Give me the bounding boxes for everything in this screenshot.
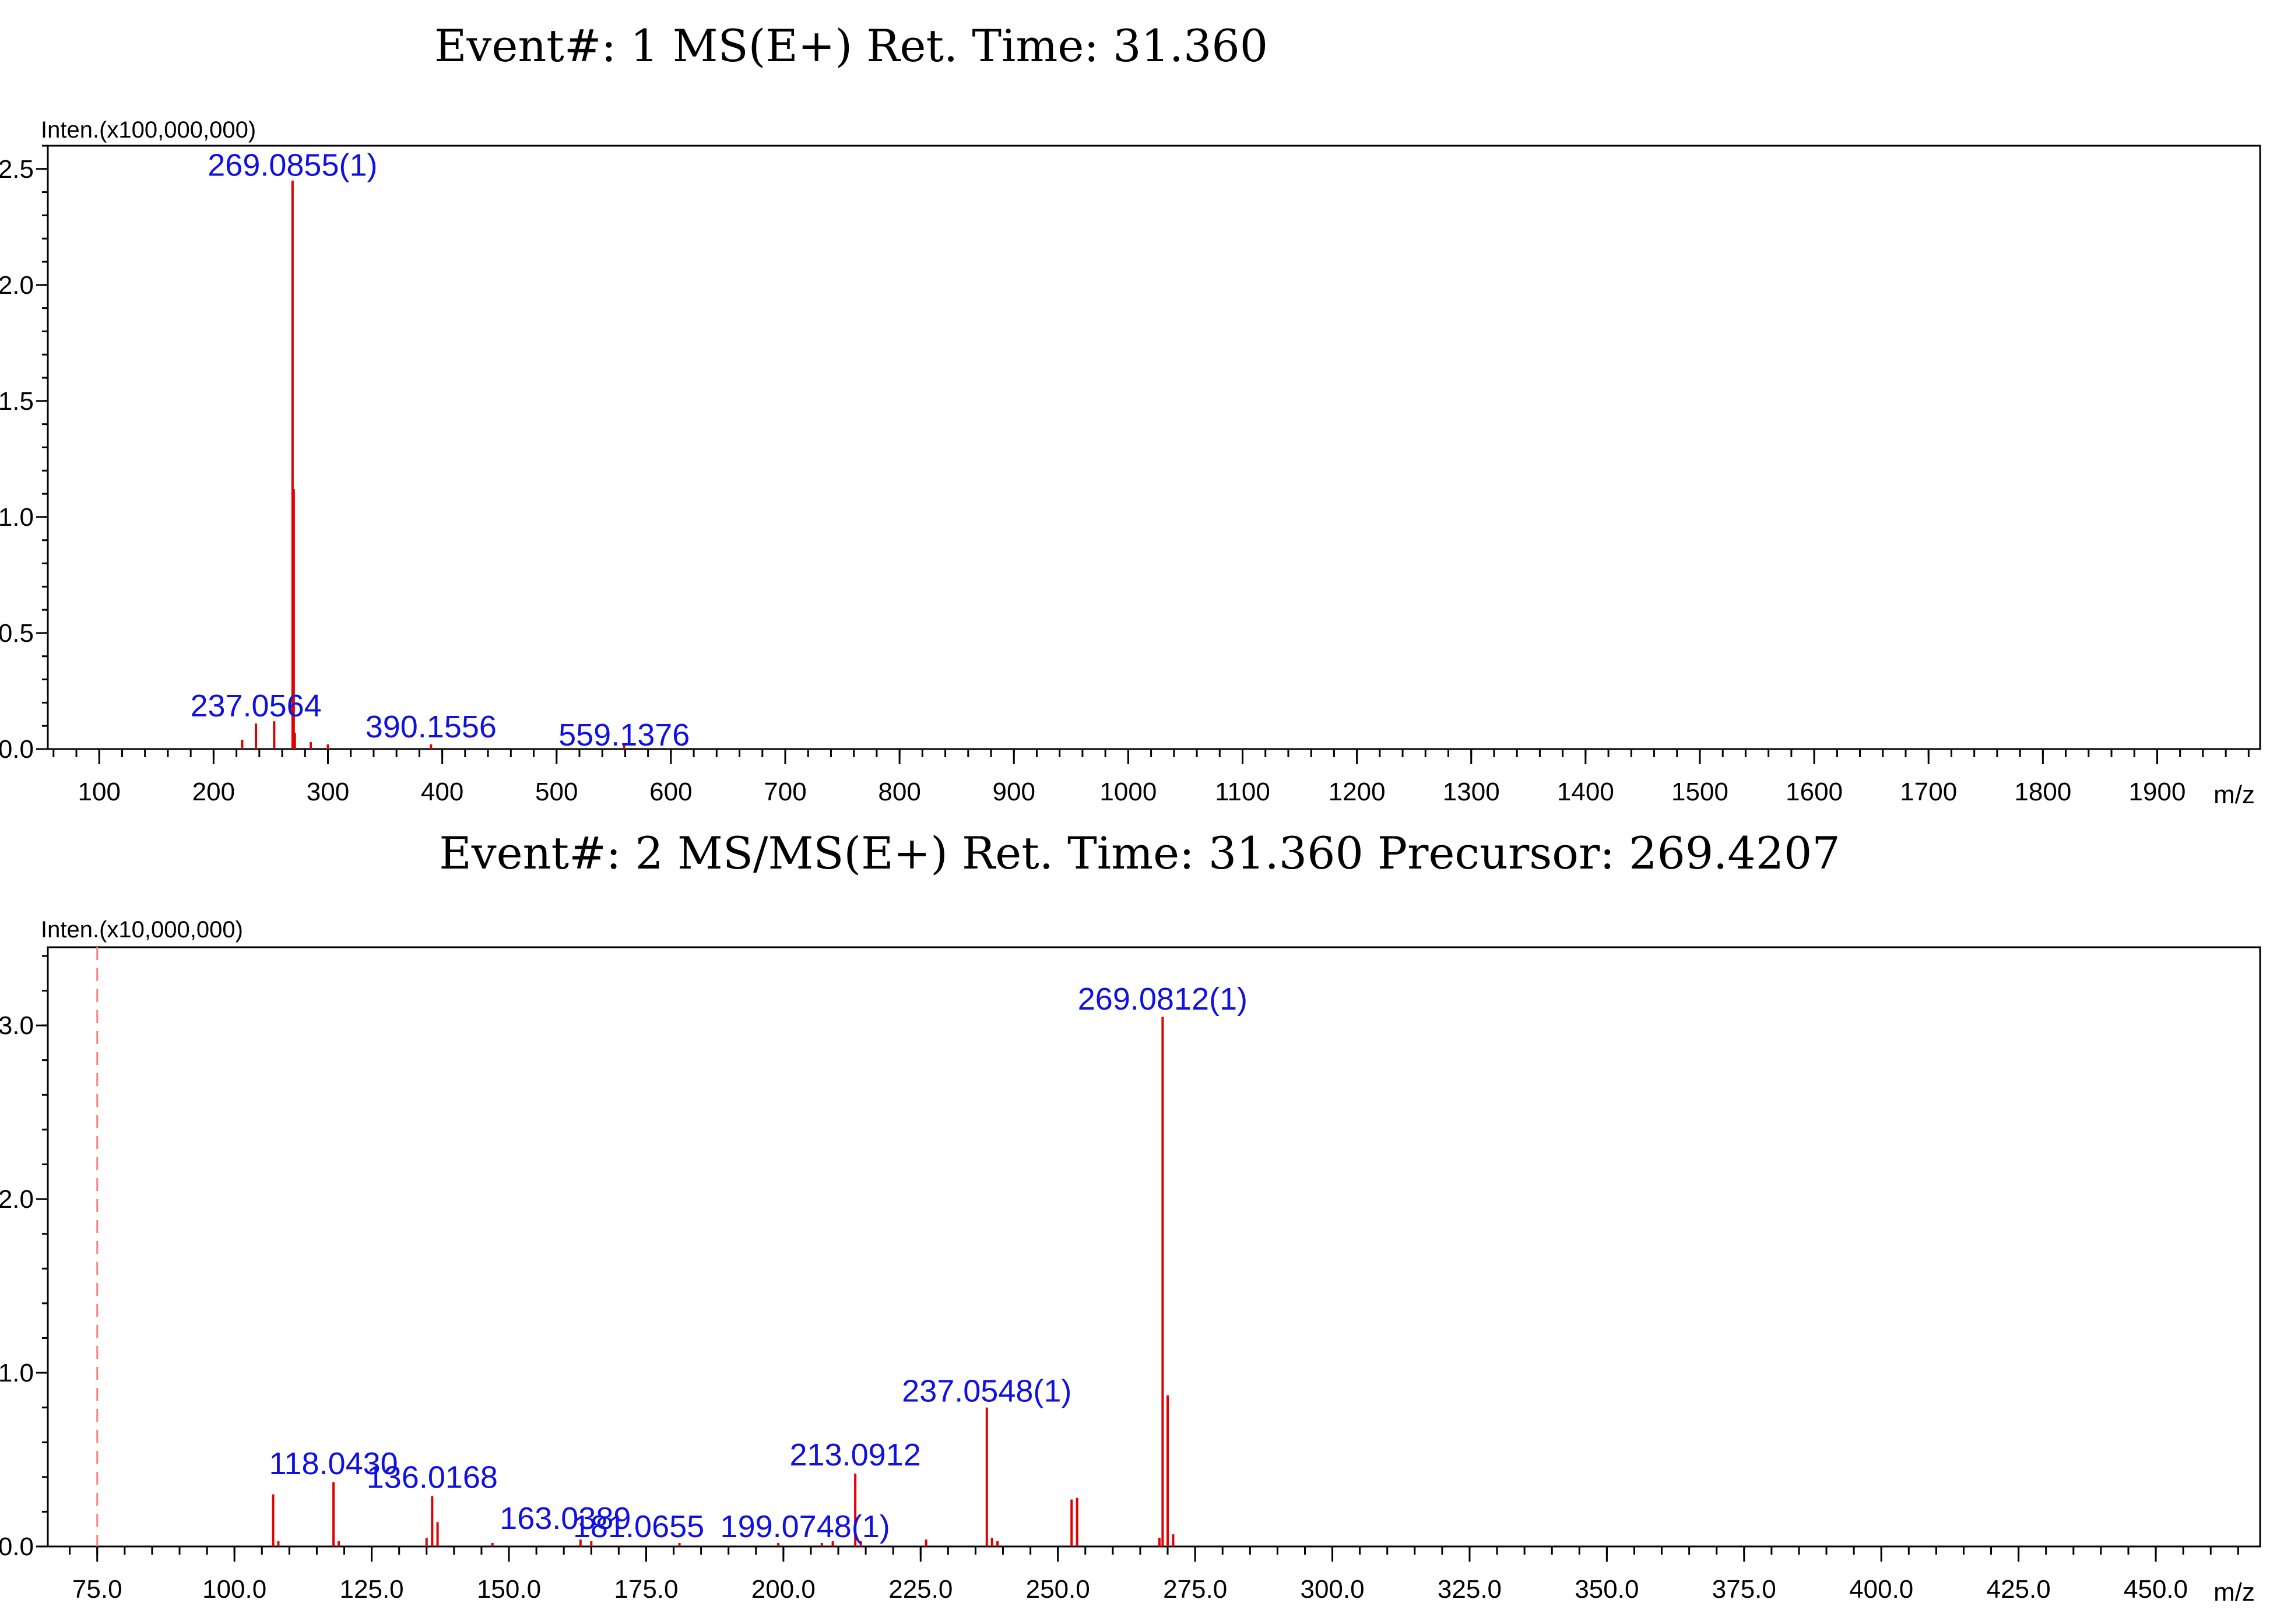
ms1-plot-frame	[47, 145, 2261, 750]
ms1-panel: Event#: 1 MS(E+) Ret. Time: 31.360 Inten…	[0, 20, 2261, 809]
ms1-axis-ticks	[36, 145, 2250, 764]
ms1-peak-labels: 269.0855(1) 237.0564 390.1556 559.1376	[190, 148, 690, 753]
x-tick-label: 1100	[1215, 778, 1270, 806]
x-tick-label: 900	[993, 778, 1035, 806]
x-tick-label: 1800	[2014, 778, 2071, 806]
x-tick-label: 100.0	[202, 1575, 266, 1604]
x-tick-label: 1900	[2129, 778, 2186, 806]
x-tick-label: 100	[78, 778, 121, 806]
x-tick-label: 1400	[1557, 778, 1614, 806]
ms1-y-axis-label: Inten.(x100,000,000)	[41, 117, 256, 143]
y-tick-label: 0.5	[0, 619, 34, 648]
y-tick-label: 3.0	[0, 1011, 34, 1040]
y-tick-label: 1.0	[0, 1359, 34, 1387]
peak-label: 390.1556	[366, 709, 497, 744]
peak-label: 559.1376	[558, 718, 690, 753]
x-tick-label: 1200	[1329, 778, 1386, 806]
x-tick-label: 225.0	[888, 1575, 953, 1604]
x-tick-label: 450.0	[2124, 1575, 2188, 1604]
y-tick-label: 1.0	[0, 503, 34, 532]
x-tick-label: 1500	[1671, 778, 1728, 806]
x-tick-label: 1000	[1099, 778, 1157, 806]
ms1-title: Event#: 1 MS(E+) Ret. Time: 31.360	[434, 20, 1268, 72]
ms2-x-axis-label: m/z	[2213, 1578, 2255, 1607]
peak-label: 269.0855(1)	[208, 148, 377, 183]
ms1-y-tick-labels: 0.0 0.5 1.0 1.5 2.0 2.5	[0, 155, 34, 764]
peak-label: 237.0548(1)	[902, 1374, 1071, 1409]
x-tick-label: 275.0	[1163, 1575, 1227, 1604]
ms2-x-tick-labels: 75.0 100.0 125.0 150.0 175.0 200.0 225.0 250.0 2…	[72, 1575, 2188, 1604]
x-tick-label: 700	[764, 778, 806, 806]
x-tick-label: 325.0	[1438, 1575, 1502, 1604]
ms1-x-axis-label: m/z	[2213, 781, 2255, 809]
y-tick-label: 0.0	[0, 1532, 34, 1561]
ms2-title: Event#: 2 MS/MS(E+) Ret. Time: 31.360 Pr…	[439, 827, 1840, 879]
ms2-plot-frame	[47, 946, 2261, 1548]
x-tick-label: 150.0	[477, 1575, 541, 1604]
x-tick-label: 1700	[1900, 778, 1957, 806]
x-tick-label: 75.0	[72, 1575, 122, 1604]
ms1-x-tick-labels: 100 200 300 400 500 600 700 800 900 1000 1100 1200 1…	[78, 778, 2186, 806]
x-tick-label: 125.0	[340, 1575, 404, 1604]
peak-label: 118.0430	[269, 1446, 398, 1481]
x-tick-label: 400.0	[1849, 1575, 1913, 1604]
x-tick-label: 350.0	[1575, 1575, 1639, 1604]
x-tick-label: 1600	[1786, 778, 1843, 806]
ms2-peak-labels: 269.0812(1) 237.0548(1) 213.0912 118.043013…	[269, 982, 1248, 1544]
x-tick-label: 200.0	[751, 1575, 816, 1604]
ms2-axis-ticks	[36, 955, 2239, 1562]
x-tick-label: 300.0	[1300, 1575, 1364, 1604]
x-tick-label: 500	[535, 778, 578, 806]
x-tick-label: 175.0	[614, 1575, 678, 1604]
x-tick-label: 250.0	[1026, 1575, 1090, 1604]
peak-label: 213.0912	[790, 1437, 921, 1472]
ms2-y-axis-label: Inten.(x10,000,000)	[41, 917, 243, 943]
x-tick-label: 400	[421, 778, 463, 806]
peak-label: 163.0389	[500, 1501, 631, 1536]
x-tick-label: 200	[192, 778, 235, 806]
peak-label: 237.0564	[190, 688, 321, 723]
y-tick-label: 2.0	[0, 1185, 34, 1214]
ms2-peaks	[272, 1017, 1175, 1546]
x-tick-label: 375.0	[1712, 1575, 1776, 1604]
y-tick-label: 2.5	[0, 155, 34, 184]
x-tick-label: 800	[878, 778, 920, 806]
y-tick-label: 1.5	[0, 387, 34, 416]
ms2-panel: Event#: 2 MS/MS(E+) Ret. Time: 31.360 Pr…	[0, 827, 2261, 1607]
ms2-y-tick-labels: 0.0 1.0 2.0 3.0	[0, 1011, 34, 1561]
peak-label: 199.0748(1)	[721, 1509, 890, 1544]
y-tick-label: 0.0	[0, 735, 34, 764]
x-tick-label: 600	[649, 778, 692, 806]
peak-label: 181.0655	[573, 1509, 704, 1544]
peak-label: 269.0812(1)	[1078, 982, 1248, 1017]
y-tick-label: 2.0	[0, 271, 34, 300]
ms1-peaks	[241, 180, 626, 749]
x-tick-label: 1300	[1443, 778, 1500, 806]
x-tick-label: 425.0	[1987, 1575, 2051, 1604]
x-tick-label: 300	[307, 778, 349, 806]
peak-label: 136.0168	[367, 1460, 498, 1495]
